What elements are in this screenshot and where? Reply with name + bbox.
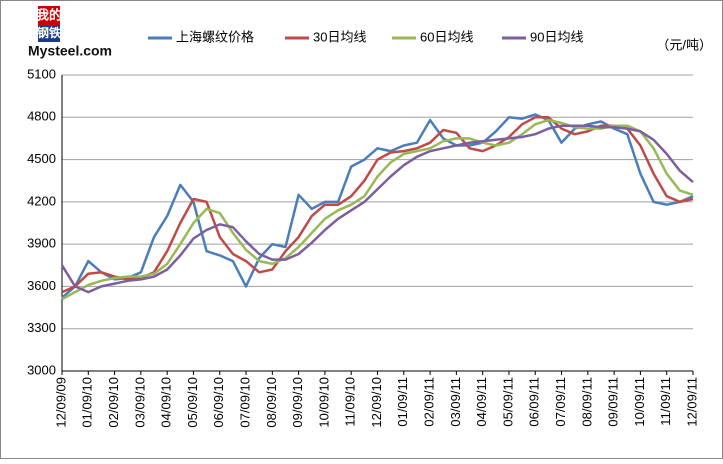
x-tick-label: 01/09/10	[80, 377, 95, 428]
x-tick-label: 04/09/10	[159, 377, 174, 428]
series-line	[61, 113, 694, 299]
x-tick-label: 03/09/10	[132, 377, 147, 428]
x-tick-label: 02/09/10	[106, 377, 121, 428]
logo-top: 我的	[36, 7, 62, 22]
x-tick-label: 10/09/11	[632, 377, 647, 427]
x-tick-label: 07/09/10	[237, 377, 252, 428]
x-tick-label: 12/09/11	[684, 377, 699, 427]
logo-site: Mysteel.com	[28, 43, 112, 59]
x-tick-label: 11/09/11	[658, 377, 673, 426]
y-tick-label: 4500	[27, 151, 56, 166]
series-line	[61, 116, 694, 294]
x-tick-label: 12/09/10	[369, 377, 384, 428]
y-tick-label: 3300	[27, 320, 56, 335]
x-tick-label: 05/09/11	[500, 377, 515, 427]
x-tick-label: 12/09/09	[53, 377, 68, 428]
x-tick-label: 01/09/11	[395, 377, 410, 427]
y-tick-label: 4200	[27, 193, 56, 208]
x-tick-label: 07/09/11	[553, 377, 568, 427]
x-tick-label: 10/09/10	[316, 377, 331, 428]
logo-box	[38, 26, 60, 42]
legend-label: 60日均线	[420, 29, 473, 44]
unit: （元/吨）	[656, 37, 712, 52]
series-line	[60, 124, 694, 294]
x-tick-label: 11/09/10	[343, 377, 358, 427]
x-tick-label: 02/09/11	[422, 377, 437, 427]
x-tick-label: 09/09/10	[290, 377, 305, 428]
y-tick-label: 5100	[27, 66, 56, 81]
y-tick-label: 3900	[27, 236, 56, 251]
y-tick-label: 4800	[27, 109, 56, 124]
x-tick-label: 06/09/10	[211, 377, 226, 428]
x-tick-label: 08/09/10	[264, 377, 279, 428]
y-tick-label: 3600	[27, 278, 56, 293]
x-tick-label: 06/09/11	[527, 377, 542, 427]
y-tick-label: 3000	[27, 362, 56, 377]
x-tick-label: 09/09/11	[606, 377, 621, 427]
legend-label: 上海螺纹价格	[176, 29, 254, 44]
x-tick-label: 04/09/11	[474, 377, 489, 427]
logo-box	[38, 6, 60, 26]
legend-label: 30日均线	[313, 29, 366, 44]
x-tick-label: 05/09/10	[185, 377, 200, 428]
legend-label: 90日均线	[530, 29, 583, 44]
series-line	[61, 118, 694, 301]
logo-middle: 钢铁	[37, 25, 61, 40]
x-tick-label: 03/09/11	[448, 377, 463, 427]
x-tick-label: 08/09/11	[579, 377, 594, 427]
